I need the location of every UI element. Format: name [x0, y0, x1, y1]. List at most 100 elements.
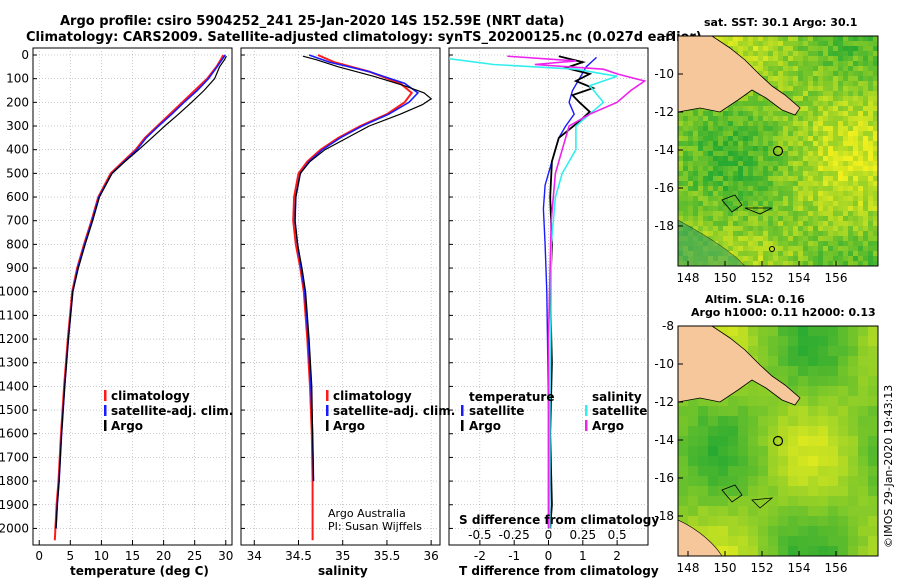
- map-cell: [848, 261, 853, 266]
- map-cell: [778, 476, 788, 486]
- map-cell: [758, 111, 763, 116]
- map-cell: [703, 176, 708, 181]
- map-cell: [728, 241, 733, 246]
- map-cell: [793, 141, 798, 146]
- map-cell: [813, 106, 818, 111]
- map-cell: [738, 146, 743, 151]
- map-cell: [868, 96, 873, 101]
- map-cell: [853, 86, 858, 91]
- map-cell: [808, 201, 813, 206]
- map-cell: [763, 101, 768, 106]
- map-cell: [743, 171, 748, 176]
- coast: [678, 519, 723, 556]
- x2-tick-label: -0.5: [468, 528, 491, 542]
- map-cell: [813, 101, 818, 106]
- map-y-tick-label: -16: [654, 471, 674, 485]
- map-cell: [828, 86, 833, 91]
- map-cell: [798, 106, 803, 111]
- map-cell: [783, 56, 788, 61]
- map-cell: [693, 121, 698, 126]
- map-cell: [848, 246, 853, 251]
- map-cell: [798, 146, 803, 151]
- map-cell: [808, 96, 813, 101]
- map-cell: [768, 546, 778, 556]
- map-cell: [743, 116, 748, 121]
- map-cell: [723, 156, 728, 161]
- map-cell: [828, 56, 833, 61]
- map-cell: [718, 116, 723, 121]
- map-cell: [728, 171, 733, 176]
- map-cell: [858, 506, 868, 516]
- legend-swatch-satellite: [104, 405, 107, 416]
- map-cell: [753, 251, 758, 256]
- x2-tick-label: 0.25: [569, 528, 596, 542]
- map-cell: [718, 181, 723, 186]
- map-cell: [788, 46, 793, 51]
- map-cell: [798, 366, 808, 376]
- x-tick-label: 15: [125, 549, 140, 563]
- map-cell: [758, 66, 763, 71]
- map-cell: [843, 191, 848, 196]
- map-cell: [828, 526, 838, 536]
- map-cell: [743, 106, 748, 111]
- map-cell: [703, 161, 708, 166]
- map-cell: [768, 396, 778, 406]
- map-cell: [868, 66, 873, 71]
- map-cell: [723, 141, 728, 146]
- depth-tick-label: 0: [21, 48, 29, 62]
- map-cell: [738, 326, 748, 336]
- map-cell: [768, 121, 773, 126]
- map-cell: [843, 111, 848, 116]
- map-cell: [833, 136, 838, 141]
- map-cell: [728, 396, 738, 406]
- map-cell: [818, 446, 828, 456]
- map-cell: [803, 171, 808, 176]
- map-cell: [758, 486, 768, 496]
- map-cell: [718, 136, 723, 141]
- map-cell: [853, 206, 858, 211]
- map-cell: [873, 236, 878, 241]
- map-cell: [873, 221, 878, 226]
- map-cell: [768, 56, 773, 61]
- map-cell: [708, 516, 718, 526]
- map-cell: [818, 61, 823, 66]
- map-cell: [828, 231, 833, 236]
- map-cell: [733, 236, 738, 241]
- map-y-tick-label: -8: [662, 29, 674, 43]
- map-cell: [713, 186, 718, 191]
- map-cell: [828, 216, 833, 221]
- depth-tick-label: 700: [6, 214, 29, 228]
- map-cell: [773, 111, 778, 116]
- map-cell: [803, 81, 808, 86]
- map-cell: [798, 86, 803, 91]
- map-cell: [738, 386, 748, 396]
- map-cell: [838, 116, 843, 121]
- map-cell: [693, 186, 698, 191]
- map-cell: [733, 246, 738, 251]
- map-cell: [863, 71, 868, 76]
- map-cell: [788, 91, 793, 96]
- map-cell: [688, 406, 698, 416]
- map-cell: [863, 81, 868, 86]
- map-cell: [783, 71, 788, 76]
- map-cell: [703, 166, 708, 171]
- map-cell: [798, 376, 808, 386]
- map-cell: [838, 516, 848, 526]
- map-cell: [858, 111, 863, 116]
- map-cell: [868, 496, 878, 506]
- map-cell: [808, 106, 813, 111]
- series-line-satellite-adj-clim-: [294, 54, 420, 482]
- map-cell: [763, 41, 768, 46]
- map-cell: [788, 326, 798, 336]
- map-cell: [763, 226, 768, 231]
- map-cell: [833, 156, 838, 161]
- map-cell: [788, 206, 793, 211]
- map-cell: [873, 116, 878, 121]
- map-cell: [843, 66, 848, 71]
- map-cell: [848, 186, 853, 191]
- map-cell: [688, 171, 693, 176]
- map-cell: [713, 111, 718, 116]
- map-cell: [863, 76, 868, 81]
- map-cell: [798, 176, 803, 181]
- map-cell: [858, 496, 868, 506]
